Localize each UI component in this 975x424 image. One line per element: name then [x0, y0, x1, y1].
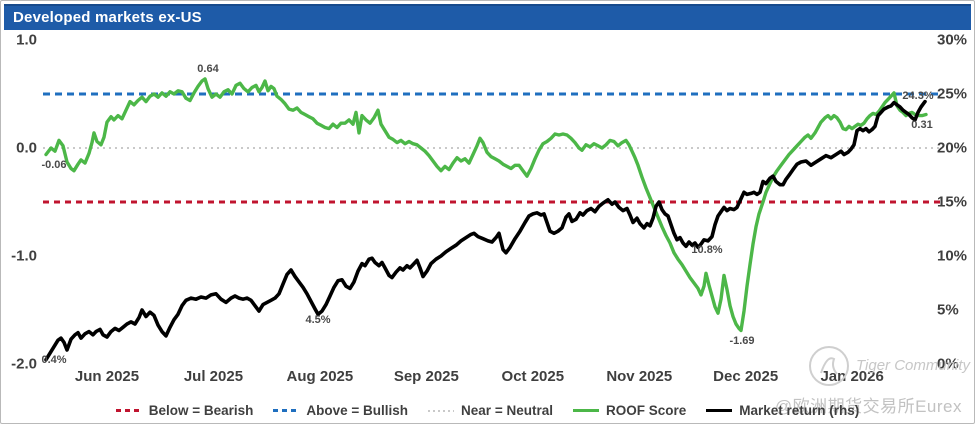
legend-line-sample-icon [273, 409, 300, 412]
x-axis-tick: Jul 2025 [183, 368, 244, 385]
right-axis-tick: 25% [937, 85, 968, 103]
data-label: 4.5% [305, 314, 331, 326]
legend-label: Market return (rhs) [739, 403, 860, 418]
data-label: 24.3% [902, 90, 934, 102]
x-axis-tick: Aug 2025 [286, 368, 354, 385]
data-label: 10.8% [691, 244, 723, 256]
chart-title-bar: Developed markets ex-US [4, 4, 971, 30]
data-label: 0.64 [197, 63, 219, 75]
legend-label: ROOF Score [605, 403, 687, 418]
series-line-market-return-rhs [44, 99, 927, 362]
legend-label: Near = Neutral [461, 403, 553, 418]
right-axis-tick: 5% [937, 301, 959, 319]
x-axis-tick: Nov 2025 [606, 368, 673, 385]
x-axis-tick: Jun 2025 [74, 368, 140, 385]
legend-label: Above = Bullish [306, 403, 409, 418]
legend-item: Near = Neutral [428, 403, 553, 418]
community-watermark: Tiger Community [856, 357, 971, 374]
data-label: 0.31 [911, 119, 933, 131]
legend-line-sample-icon [572, 409, 599, 412]
left-axis-tick: 1.0 [16, 31, 37, 49]
legend-item: ROOF Score [572, 403, 687, 418]
legend-item: Below = Bearish [115, 403, 254, 418]
x-axis-tick: Oct 2025 [501, 368, 565, 385]
left-axis-tick: -1.0 [11, 247, 37, 265]
data-label: -1.69 [729, 335, 755, 347]
right-axis-tick: 30% [937, 31, 968, 49]
x-axis-tick: Dec 2025 [713, 368, 779, 385]
right-axis-tick: 20% [937, 139, 968, 157]
chart-title: Developed markets ex-US [13, 9, 202, 26]
legend-item: Above = Bullish [273, 403, 408, 418]
legend-line-sample-icon [115, 409, 142, 412]
data-label: 0.4% [41, 354, 67, 366]
right-axis-tick: 10% [937, 247, 968, 265]
legend: Below = Bearish Above = Bullish Near = Neu… [1, 403, 974, 418]
left-axis-tick: 0.0 [16, 139, 37, 157]
x-axis-tick: Sep 2025 [393, 368, 459, 385]
community-logo-icon [809, 346, 849, 386]
series-line-roof-score [44, 77, 928, 333]
legend-item: Market return (rhs) [706, 403, 859, 418]
legend-line-sample-icon [706, 409, 733, 412]
data-label: -0.06 [41, 159, 67, 171]
exchange-watermark: @欧洲期货交易所Eurex [774, 397, 962, 416]
left-axis-tick: -2.0 [11, 355, 37, 373]
right-axis-tick: 15% [937, 193, 968, 211]
legend-label: Below = Bearish [148, 403, 254, 418]
legend-line-sample-icon [428, 409, 455, 412]
right-axis-tick: 0% [937, 355, 959, 373]
